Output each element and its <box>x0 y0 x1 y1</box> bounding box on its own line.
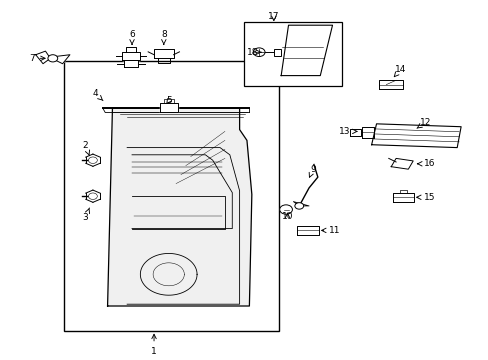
Text: 14: 14 <box>393 65 406 77</box>
Polygon shape <box>107 108 251 306</box>
Text: 5: 5 <box>165 96 171 105</box>
Text: 8: 8 <box>161 30 166 44</box>
Bar <box>244 22 342 86</box>
Circle shape <box>253 48 264 57</box>
Polygon shape <box>378 80 403 89</box>
Circle shape <box>88 193 97 199</box>
Text: 18: 18 <box>246 48 261 57</box>
Polygon shape <box>55 55 70 64</box>
Text: 10: 10 <box>281 212 293 221</box>
Text: 6: 6 <box>129 30 135 44</box>
Circle shape <box>294 203 303 209</box>
Polygon shape <box>160 103 177 112</box>
Bar <box>273 49 280 56</box>
Text: 13: 13 <box>338 127 356 136</box>
Circle shape <box>88 157 97 163</box>
Polygon shape <box>371 124 460 148</box>
Text: 11: 11 <box>321 226 340 235</box>
Polygon shape <box>296 226 318 235</box>
Circle shape <box>279 205 292 214</box>
Text: 4: 4 <box>92 89 103 101</box>
Polygon shape <box>392 193 413 202</box>
Polygon shape <box>123 60 138 67</box>
Polygon shape <box>154 49 173 58</box>
Text: 7: 7 <box>29 54 45 63</box>
Text: 15: 15 <box>416 193 434 202</box>
Polygon shape <box>349 129 360 136</box>
Polygon shape <box>36 51 50 64</box>
Text: 17: 17 <box>267 12 279 21</box>
Text: 2: 2 <box>82 141 89 156</box>
Polygon shape <box>390 158 412 169</box>
Text: 16: 16 <box>417 159 434 168</box>
Text: 3: 3 <box>82 208 89 222</box>
Text: 1: 1 <box>151 334 157 356</box>
Polygon shape <box>122 52 140 60</box>
Text: 9: 9 <box>308 165 315 177</box>
Polygon shape <box>361 127 373 138</box>
Bar <box>63 61 278 331</box>
Polygon shape <box>281 25 332 76</box>
Circle shape <box>48 55 58 62</box>
Text: 12: 12 <box>416 118 430 128</box>
